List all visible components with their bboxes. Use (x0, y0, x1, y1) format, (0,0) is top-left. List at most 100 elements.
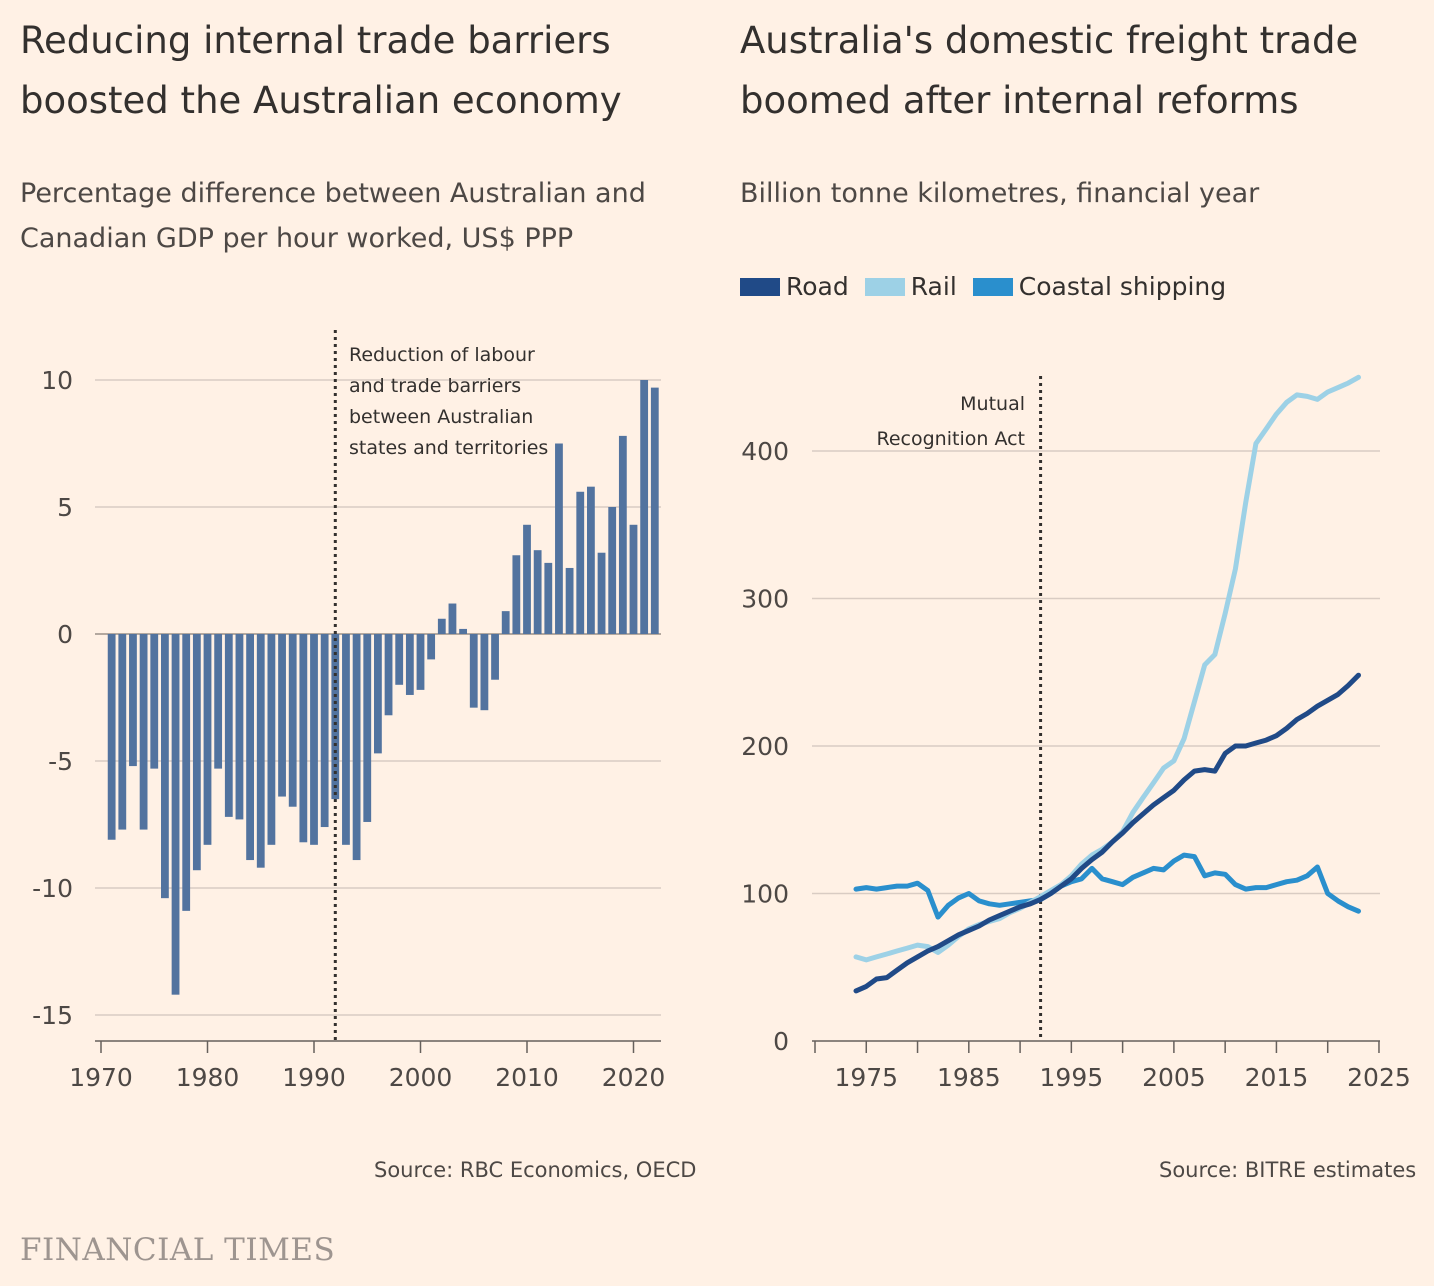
bar (118, 634, 127, 830)
right-line-chart: 0 100 200 300 400 1975 1985 1995 2005 2015 2025 Mut… (741, 374, 1411, 1092)
bar (288, 634, 297, 807)
left-x-tick-label: 2000 (389, 1063, 453, 1092)
right-annotation-line: Recognition Act (877, 428, 1025, 450)
bar (469, 634, 478, 708)
left-title-line1: Reducing internal trade barriers (20, 19, 611, 62)
bar (384, 634, 393, 716)
legend-swatch-road (740, 277, 780, 296)
left-subtitle-line2: Canadian GDP per hour worked, US$ PPP (20, 223, 574, 254)
bar (618, 435, 627, 634)
bar (395, 634, 404, 685)
left-x-tick-label: 2010 (495, 1063, 559, 1092)
bar (565, 567, 574, 634)
bar (352, 634, 361, 861)
rail-line (853, 374, 1361, 963)
left-y-tick-label: -10 (32, 874, 73, 903)
bar (161, 634, 169, 899)
bar (256, 634, 265, 868)
right-y-tick-label: 300 (741, 585, 789, 614)
bar (320, 634, 329, 828)
left-x-tick-label: 1990 (282, 1063, 346, 1092)
legend-item-rail: Rail (864, 272, 957, 301)
road-line (853, 672, 1361, 994)
bar (192, 634, 201, 871)
right-y-tick-label: 0 (773, 1027, 789, 1056)
bar (523, 524, 531, 634)
bar (416, 634, 425, 690)
right-y-tick-label: 200 (741, 732, 789, 761)
legend-label-road: Road (786, 272, 849, 301)
bar (171, 634, 180, 995)
right-y-tick-label: 400 (741, 437, 789, 466)
legend-swatch-coastal (972, 277, 1013, 296)
bar (182, 634, 191, 911)
left-y-tick-label: 0 (57, 620, 73, 649)
right-title-line2: boomed after internal reforms (740, 79, 1299, 122)
right-title-line1: Australia's domestic freight trade (740, 19, 1359, 62)
bar (597, 552, 606, 634)
bar (629, 524, 638, 634)
right-annotation: Mutual Recognition Act (877, 393, 1025, 450)
left-annotation: Reduction of labour and trade barriers bet… (349, 344, 548, 459)
left-x-tick-label: 1970 (69, 1063, 133, 1092)
bar (650, 387, 659, 634)
bar (150, 634, 159, 769)
left-x-tick-label: 1980 (176, 1063, 240, 1092)
bar (342, 634, 350, 845)
legend-label-rail: Rail (910, 272, 957, 301)
bar (363, 634, 372, 822)
legend-item-coastal: Coastal shipping (972, 272, 1227, 301)
bar (437, 618, 446, 634)
bar (129, 634, 137, 767)
bar (608, 507, 617, 634)
bar (512, 555, 521, 634)
right-x-tick-label: 2025 (1347, 1063, 1411, 1092)
left-annotation-line: and trade barriers (349, 375, 521, 397)
left-bar-chart: 10 5 0 -5 -10 -15 1970 1980 1990 2000 2010 2020 Redu… (32, 330, 665, 1092)
bar (555, 443, 563, 634)
bar (374, 634, 382, 754)
bar (224, 634, 233, 817)
bar (501, 611, 510, 634)
right-x-tick-label: 1985 (937, 1063, 1001, 1092)
left-y-tick-label: 10 (41, 366, 73, 395)
bar (640, 380, 649, 634)
left-annotation-line: between Australian (349, 406, 533, 428)
bar (480, 634, 489, 711)
bar (427, 634, 436, 660)
left-annotation-line: states and territories (349, 437, 548, 459)
bar (299, 634, 308, 843)
left-source: Source: RBC Economics, OECD (374, 1158, 697, 1182)
left-annotation-line: Reduction of labour (349, 344, 535, 366)
right-x-tick-label: 1975 (834, 1063, 898, 1092)
legend-label-coastal: Coastal shipping (1018, 272, 1227, 301)
left-x-tick-label: 2020 (602, 1063, 666, 1092)
coastal-shipping-line (853, 852, 1361, 920)
bar (544, 562, 553, 634)
left-y-tick-label: -15 (32, 1001, 73, 1030)
bar (139, 634, 148, 830)
bar (448, 603, 457, 634)
bar (107, 634, 116, 840)
legend-item-road: Road (740, 272, 849, 301)
left-y-tick-label: 5 (57, 493, 73, 522)
bar (587, 486, 595, 634)
right-x-tick-label: 2005 (1142, 1063, 1206, 1092)
right-x-tick-label: 1995 (1040, 1063, 1104, 1092)
bar (278, 634, 286, 797)
bar (459, 628, 467, 634)
bar (214, 634, 223, 769)
left-subtitle-line1: Percentage difference between Australian… (20, 178, 646, 209)
bar (576, 491, 585, 634)
legend: Road Rail Coastal shipping (740, 272, 1242, 301)
right-subtitle: Billion tonne kilometres, financial year (740, 178, 1260, 209)
financial-times-logo: FINANCIAL TIMES (20, 1232, 336, 1268)
right-y-tick-label: 100 (741, 880, 789, 909)
bar (235, 634, 244, 820)
bar (533, 550, 542, 634)
bar (246, 634, 254, 861)
left-y-tick-label: -5 (48, 747, 73, 776)
bar (491, 634, 499, 680)
bar (405, 634, 414, 695)
